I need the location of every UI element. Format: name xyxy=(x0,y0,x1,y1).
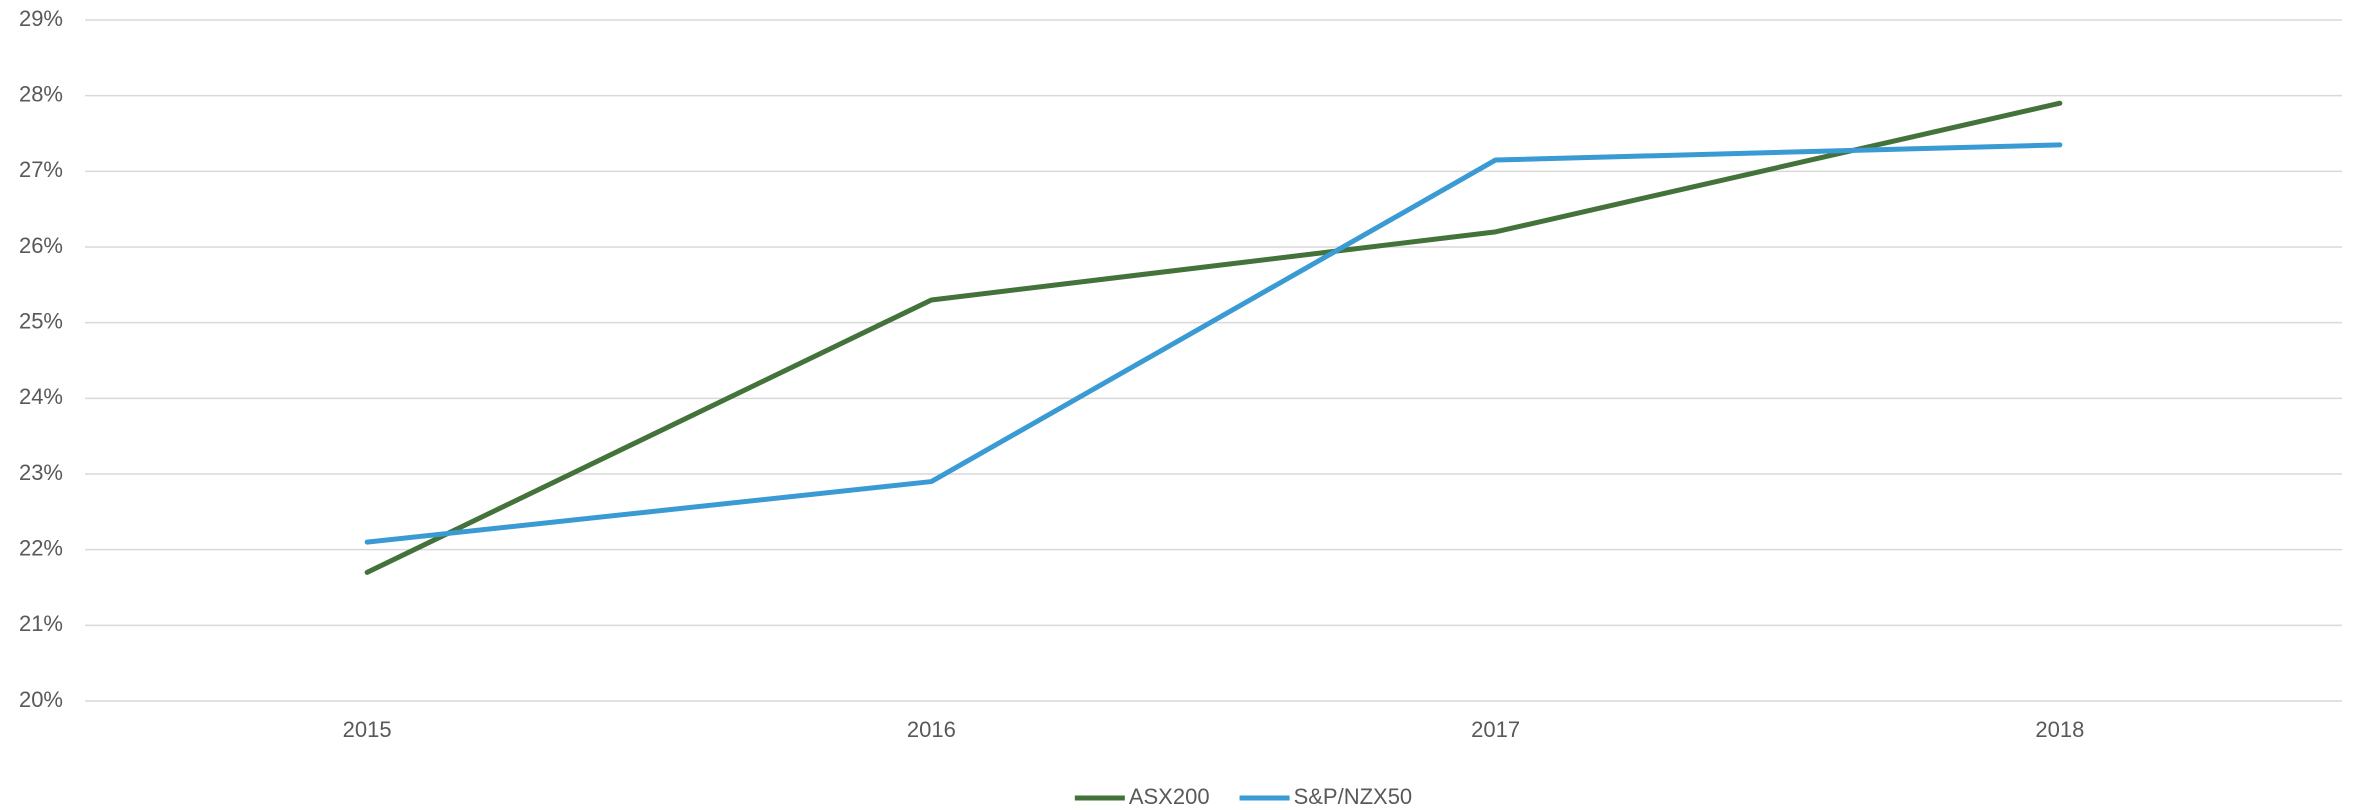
y-tick-label: 26% xyxy=(19,233,63,258)
x-tick-label: 2015 xyxy=(343,717,392,742)
y-tick-label: 29% xyxy=(19,6,63,31)
y-tick-label: 24% xyxy=(19,384,63,409)
y-tick-label: 27% xyxy=(19,157,63,182)
x-tick-label: 2017 xyxy=(1471,717,1520,742)
legend-label: S&P/NZX50 xyxy=(1294,784,1413,809)
x-tick-label: 2016 xyxy=(907,717,956,742)
y-tick-label: 25% xyxy=(19,308,63,333)
y-tick-label: 22% xyxy=(19,535,63,560)
legend-label: ASX200 xyxy=(1129,784,1210,809)
line-series xyxy=(364,142,2063,545)
y-tick-label: 28% xyxy=(19,81,63,106)
y-tick-label: 23% xyxy=(19,460,63,485)
x-tick-label: 2018 xyxy=(2035,717,2084,742)
line-series xyxy=(364,100,2063,575)
y-tick-label: 21% xyxy=(19,611,63,636)
y-tick-label: 20% xyxy=(19,687,63,712)
